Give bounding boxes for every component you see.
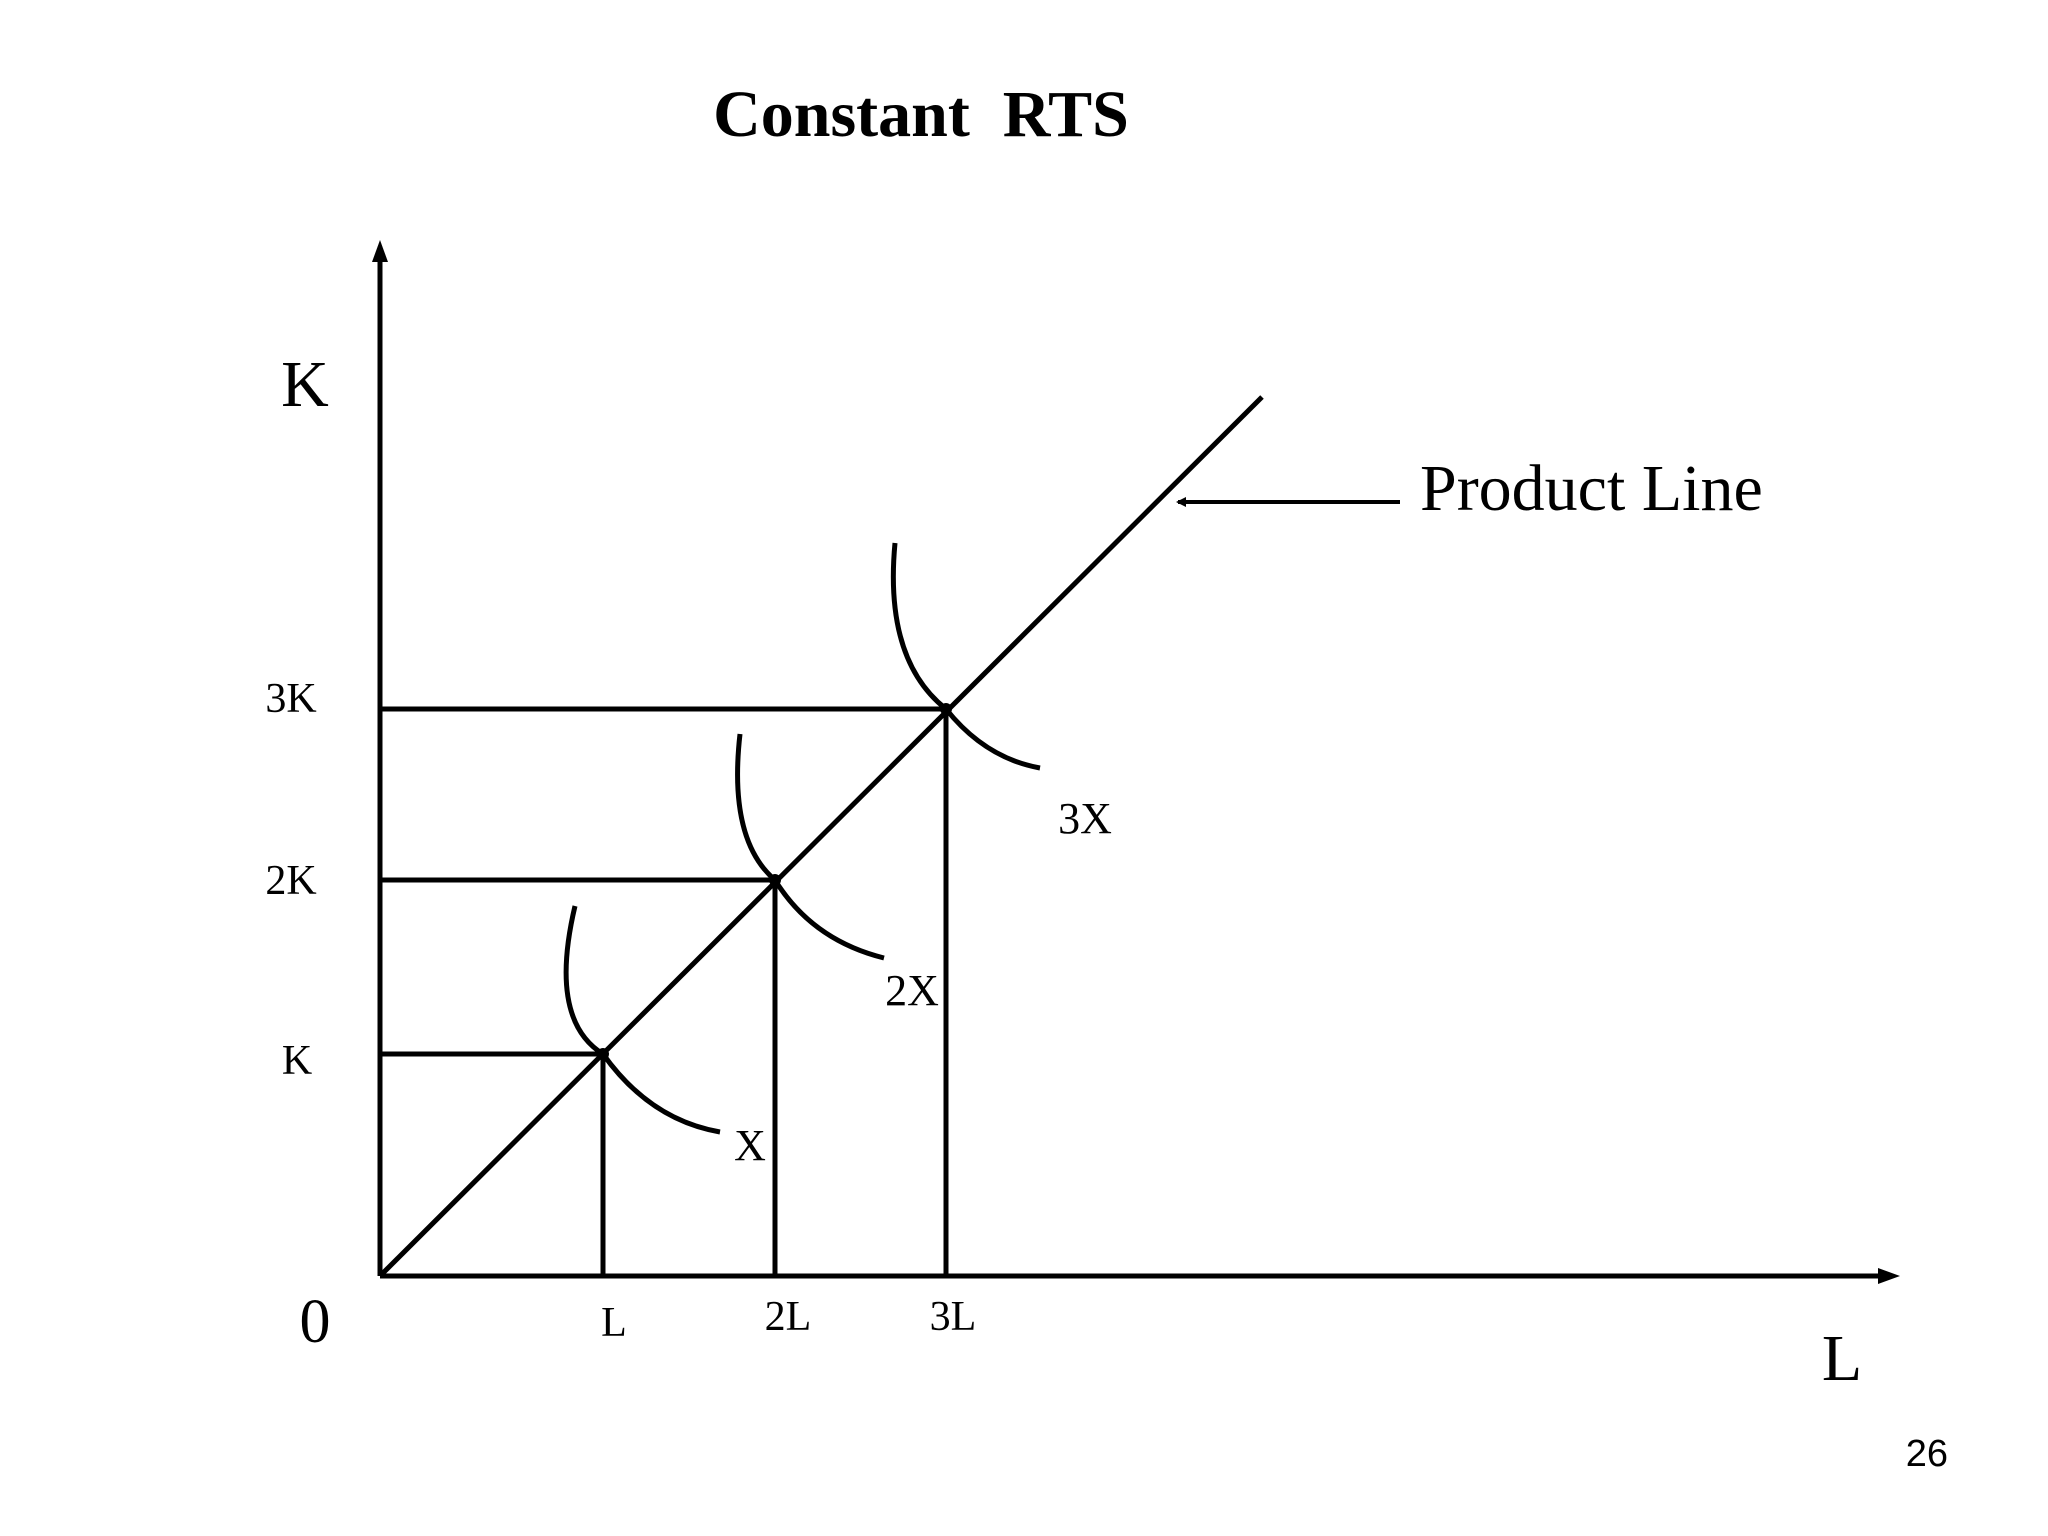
y-axis-arrowhead — [372, 240, 388, 262]
x-tick-l: L — [601, 1300, 627, 1346]
point-x — [597, 1048, 609, 1060]
origin-label: 0 — [300, 1288, 331, 1356]
product-line-label: Product Line — [1420, 452, 1763, 525]
isoquant-label-2x: 2X — [885, 966, 939, 1015]
y-tick-k: K — [282, 1038, 312, 1084]
isoquant-3x — [890, 542, 1041, 771]
page-number: 26 — [1906, 1433, 1948, 1475]
isoquant-label-x: X — [734, 1121, 766, 1170]
diagram-title: Constant RTS — [713, 78, 1129, 151]
product-line — [378, 395, 1264, 1278]
isoquant-label-3x: 3X — [1058, 794, 1112, 843]
x-tick-3l: 3L — [930, 1294, 977, 1340]
y-tick-3k: 3K — [265, 676, 316, 722]
isoquant-x — [563, 905, 721, 1135]
y-tick-2k: 2K — [265, 858, 316, 904]
x-axis-arrowhead — [1878, 1268, 1900, 1284]
point-3x — [940, 703, 952, 715]
x-tick-2l: 2L — [765, 1294, 812, 1340]
x-axis-label: L — [1822, 1322, 1862, 1395]
y-axis-label: K — [281, 348, 329, 421]
point-2x — [769, 874, 781, 886]
